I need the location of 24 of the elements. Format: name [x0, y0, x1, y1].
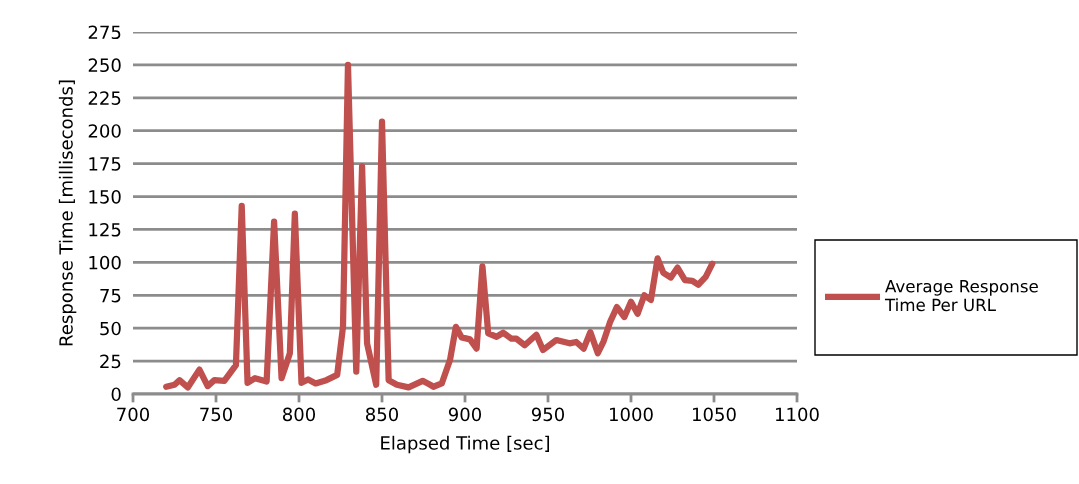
x-tick-label: 1050 — [693, 407, 736, 422]
y-tick-label: 100 — [89, 255, 121, 270]
x-tick-label: 850 — [365, 407, 399, 422]
y-tick-label: 0 — [111, 387, 121, 402]
y-tick-label: 250 — [88, 58, 121, 73]
y-tick-label: 25 — [100, 354, 121, 369]
legend-label: Average Response Time Per URL — [884, 280, 1038, 312]
y-tick-label: 225 — [88, 91, 121, 105]
x-tick-label: 800 — [282, 407, 316, 422]
x-tick-label: 1100 — [776, 407, 819, 422]
y-tick-label: 150 — [89, 190, 121, 204]
y-tick-label: 275 — [88, 25, 121, 40]
x-tick-label: 750 — [200, 407, 233, 422]
y-tick-label: 175 — [89, 157, 121, 171]
x-tick-label: 700 — [117, 407, 150, 422]
x-tick-label: 1000 — [610, 407, 653, 422]
y-tick-label: 125 — [89, 222, 121, 237]
x-tick-label: 900 — [448, 407, 482, 422]
y-tick-label: 200 — [88, 124, 121, 138]
y-axis-title: Response Time [milliseconds] — [58, 80, 77, 346]
y-tick-label: 50 — [100, 321, 121, 336]
x-tick-label: 950 — [531, 407, 565, 422]
y-tick-label: 75 — [100, 288, 121, 303]
x-axis-title: Elapsed Time [sec] — [381, 435, 549, 454]
